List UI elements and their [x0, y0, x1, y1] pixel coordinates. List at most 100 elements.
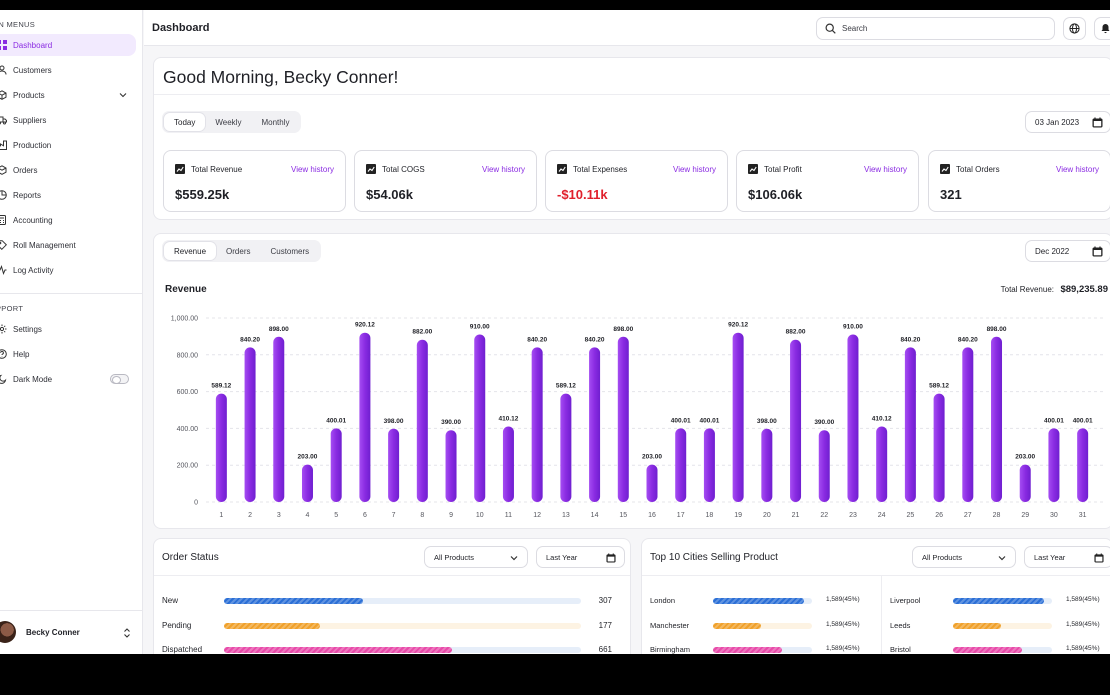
tab-monthly[interactable]: Monthly: [261, 117, 290, 127]
revenue-bar[interactable]: [1048, 428, 1060, 502]
revenue-bar[interactable]: [359, 332, 371, 502]
revenue-bar[interactable]: [388, 428, 400, 502]
month-picker[interactable]: Dec 2022: [1025, 240, 1110, 262]
revenue-bar[interactable]: [502, 426, 514, 502]
products-filter-dropdown[interactable]: All Products: [424, 546, 528, 568]
bar-value-label: 898.00: [269, 326, 289, 333]
revenue-bar[interactable]: [703, 428, 715, 502]
sidebar-item-help[interactable]: Help: [0, 343, 136, 365]
revenue-bar[interactable]: [646, 464, 658, 502]
city-value: 1,589(45%): [826, 621, 860, 628]
sidebar-item-suppliers[interactable]: Suppliers: [0, 109, 136, 131]
stat-label: Total COGS: [382, 165, 425, 174]
greeting: Good Morning, Becky Conner!: [163, 67, 399, 87]
revenue-bar[interactable]: [330, 428, 342, 502]
view-history-link[interactable]: View history: [1056, 165, 1099, 174]
sidebar-item-orders[interactable]: Orders: [0, 159, 136, 181]
view-history-link[interactable]: View history: [291, 165, 334, 174]
order-status-card: Order Status All Products Last Year New …: [153, 538, 631, 654]
revenue-bar[interactable]: [560, 393, 572, 502]
view-history-link[interactable]: View history: [482, 165, 525, 174]
sidebar-item-dashboard[interactable]: Dashboard: [0, 34, 136, 56]
revenue-bar[interactable]: [1077, 428, 1089, 502]
revenue-bar[interactable]: [847, 334, 859, 502]
revenue-bar[interactable]: [589, 347, 601, 502]
sidebar-item-production[interactable]: Production: [0, 134, 136, 156]
sidebar-item-label: Production: [13, 140, 52, 150]
revenue-bar[interactable]: [215, 393, 227, 502]
activity-icon: [0, 265, 7, 275]
x-tick-label: 21: [792, 512, 800, 519]
view-history-link[interactable]: View history: [864, 165, 907, 174]
calculator-icon: [0, 215, 7, 225]
revenue-bar[interactable]: [904, 347, 916, 502]
y-tick-label: 1,000.00: [171, 316, 198, 323]
chevron-up-down-icon[interactable]: [123, 627, 131, 639]
bar-value-label: 910.00: [470, 324, 490, 331]
sidebar-item-roll-management[interactable]: Roll Management: [0, 234, 136, 256]
language-button[interactable]: [1063, 17, 1086, 40]
dark-mode-toggle[interactable]: [110, 374, 129, 384]
tab-revenue[interactable]: Revenue: [164, 242, 217, 260]
bar-value-label: 910.00: [843, 324, 863, 331]
bar-value-label: 410.12: [499, 416, 519, 423]
revenue-bar[interactable]: [818, 430, 830, 502]
search-input[interactable]: [842, 24, 1042, 33]
bar-value-label: 410.12: [872, 416, 892, 423]
tab-customers[interactable]: Customers: [270, 246, 310, 256]
revenue-bar[interactable]: [617, 336, 629, 502]
user-icon: [0, 65, 7, 75]
cube-icon: [0, 90, 7, 100]
tab-weekly[interactable]: Weekly: [215, 117, 242, 127]
revenue-bar[interactable]: [962, 347, 974, 502]
revenue-bar[interactable]: [675, 428, 687, 502]
sidebar-item-log-activity[interactable]: Log Activity: [0, 259, 136, 281]
x-tick-label: 27: [964, 512, 972, 519]
box-icon: [0, 165, 7, 175]
revenue-bar[interactable]: [1019, 464, 1031, 502]
revenue-bar[interactable]: [876, 426, 888, 502]
chevron-down-icon: [510, 556, 518, 561]
calendar-icon: [606, 553, 616, 563]
date-picker[interactable]: 03 Jan 2023: [1025, 111, 1110, 133]
x-tick-label: 11: [505, 512, 512, 519]
city-name: Manchester: [650, 621, 690, 630]
revenue-bar[interactable]: [273, 336, 285, 502]
search-box[interactable]: [816, 17, 1055, 40]
view-history-link[interactable]: View history: [673, 165, 716, 174]
revenue-bar[interactable]: [991, 336, 1003, 502]
stat-label: Total Profit: [764, 165, 802, 174]
sidebar-item-customers[interactable]: Customers: [0, 59, 136, 81]
revenue-bar[interactable]: [301, 464, 313, 502]
tab-orders[interactable]: Orders: [226, 246, 251, 256]
tab-today[interactable]: Today: [164, 113, 206, 131]
chevron-down-icon[interactable]: [118, 90, 128, 100]
revenue-bar[interactable]: [933, 393, 945, 502]
bar-value-label: 589.12: [211, 383, 231, 390]
progress-fill: [224, 598, 364, 604]
notifications-button[interactable]: [1094, 17, 1110, 40]
revenue-bar[interactable]: [732, 332, 744, 502]
range-filter-dropdown[interactable]: Last Year: [1024, 546, 1110, 568]
user-profile[interactable]: Becky Conner: [0, 610, 143, 654]
sidebar-item-accounting[interactable]: Accounting: [0, 209, 136, 231]
x-tick-label: 6: [363, 512, 367, 519]
revenue-bar[interactable]: [244, 347, 256, 502]
city-name: London: [650, 596, 676, 605]
range-filter-dropdown[interactable]: Last Year: [536, 546, 625, 568]
products-filter-dropdown[interactable]: All Products: [912, 546, 1016, 568]
revenue-bar[interactable]: [531, 347, 543, 502]
stat-value: -$10.11k: [557, 187, 608, 202]
revenue-bar[interactable]: [790, 339, 802, 502]
progress-track: [953, 647, 1052, 653]
revenue-bar[interactable]: [474, 334, 486, 502]
sidebar-item-reports[interactable]: Reports: [0, 184, 136, 206]
bar-value-label: 390.00: [814, 419, 834, 426]
revenue-bar[interactable]: [445, 430, 457, 502]
bar-value-label: 400.01: [671, 417, 691, 424]
sidebar-item-products[interactable]: Products: [0, 84, 136, 106]
sidebar-item-settings[interactable]: Settings: [0, 318, 136, 340]
revenue-bar[interactable]: [416, 339, 428, 502]
revenue-bar[interactable]: [761, 428, 773, 502]
overview-card: Good Morning, Becky Conner! Today Weekly…: [153, 57, 1110, 220]
